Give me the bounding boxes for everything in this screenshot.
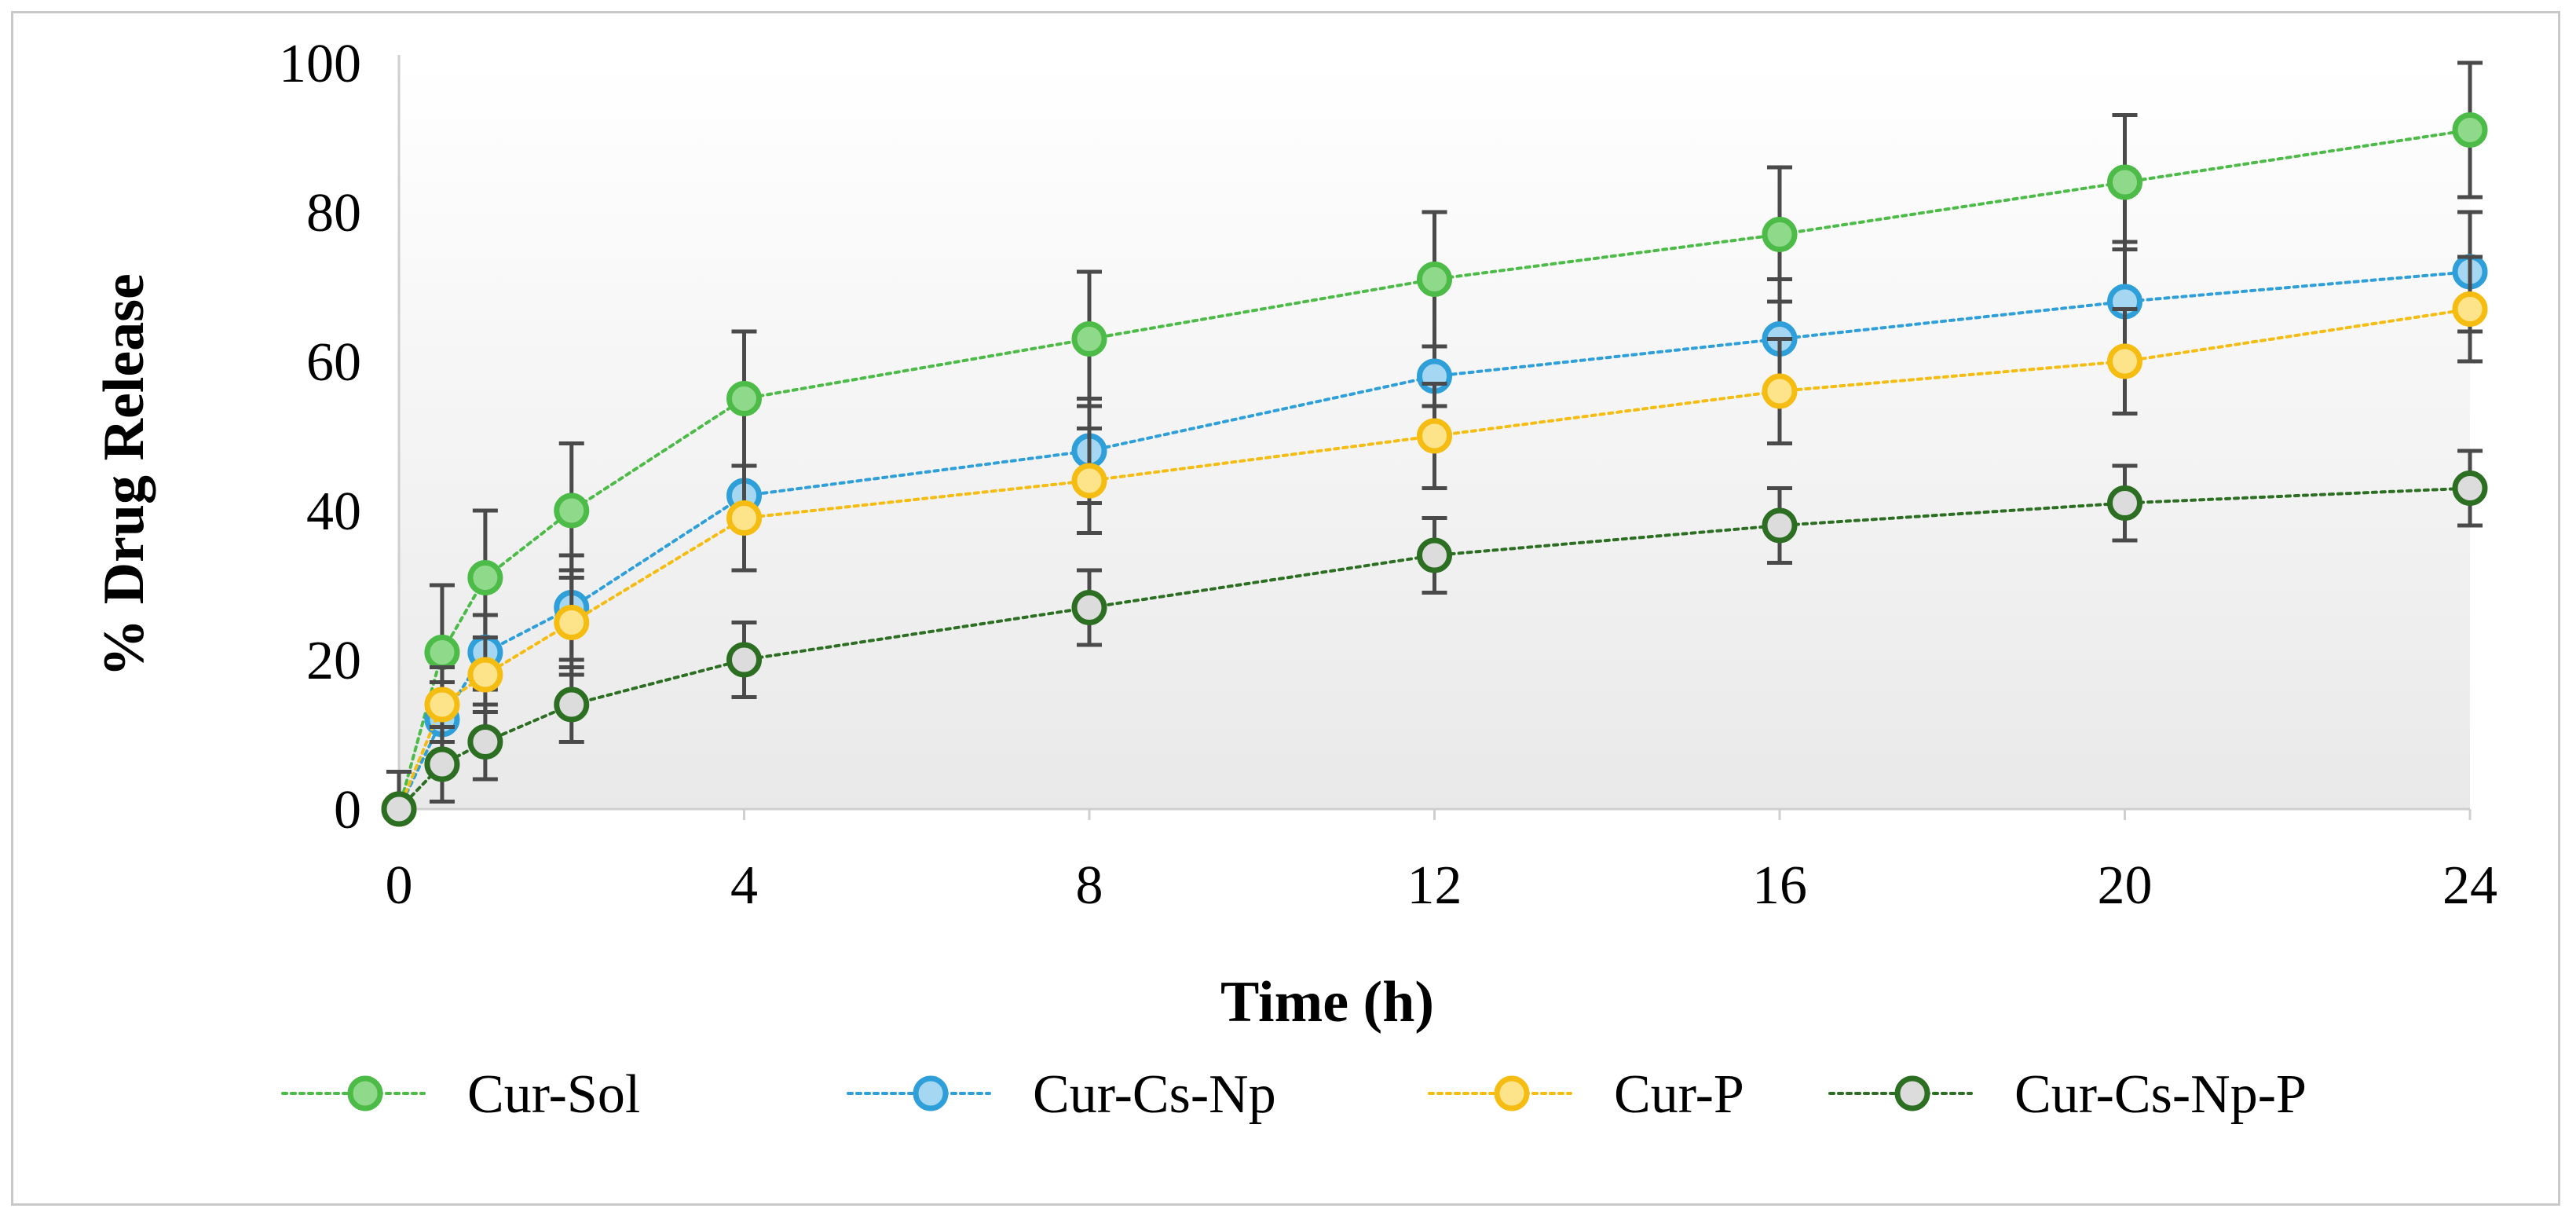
legend-item: Cur-Sol — [281, 1064, 640, 1125]
data-point — [2452, 471, 2488, 506]
legend-marker — [913, 1075, 949, 1111]
x-tick-label: 16 — [1752, 855, 1807, 916]
data-point — [1417, 262, 1452, 297]
series-layer — [381, 60, 2488, 827]
x-tick-label: 8 — [1076, 855, 1103, 916]
data-point — [1762, 507, 1798, 544]
data-point — [554, 687, 590, 723]
data-point — [1071, 590, 1107, 625]
series-line — [397, 486, 2472, 811]
y-tick-label: 20 — [306, 631, 361, 691]
y-tick-label: 80 — [306, 183, 361, 244]
x-tick-labels: 0 4 8 12 16 20 24 — [386, 855, 2498, 916]
y-tick-label: 60 — [306, 332, 361, 393]
data-point — [2452, 291, 2488, 327]
data-point — [424, 746, 460, 782]
data-point — [726, 642, 762, 678]
data-point — [1417, 418, 1452, 454]
data-point — [381, 791, 417, 827]
y-tick-label: 0 — [334, 780, 361, 840]
legend-marker — [347, 1075, 383, 1111]
legend-item: Cur-P — [1428, 1064, 1744, 1125]
y-tick-label: 100 — [279, 34, 361, 94]
y-axis-title: % Drug Release — [92, 273, 156, 677]
legend-marker — [1894, 1075, 1930, 1111]
x-tick-label: 12 — [1407, 855, 1462, 916]
y-tick-label: 40 — [306, 482, 361, 542]
legend-label: Cur-Cs-Np — [1033, 1064, 1276, 1125]
legend-label: Cur-P — [1614, 1064, 1744, 1125]
legend-item: Cur-Cs-Np — [847, 1064, 1276, 1125]
data-point — [554, 605, 590, 640]
legend-label: Cur-Cs-Np-P — [2014, 1064, 2307, 1125]
y-tick-labels: 0 20 40 60 80 100 — [279, 34, 361, 840]
data-point — [726, 500, 762, 536]
data-point — [1762, 373, 1798, 409]
data-point — [467, 724, 503, 760]
data-point — [1071, 321, 1107, 357]
series-line — [397, 270, 2472, 811]
data-point — [1417, 537, 1452, 573]
legend-item: Cur-Cs-Np-P — [1828, 1064, 2307, 1125]
axes — [397, 55, 2472, 820]
x-tick-label: 24 — [2442, 855, 2497, 916]
data-point — [1071, 463, 1107, 499]
x-axis-title: Time (h) — [1220, 970, 1434, 1034]
data-point — [424, 687, 460, 723]
data-point — [554, 492, 590, 529]
data-point — [2107, 343, 2142, 379]
data-point — [424, 635, 460, 670]
x-tick-label: 0 — [386, 855, 413, 916]
data-point — [2107, 485, 2142, 521]
data-point — [467, 657, 503, 693]
data-point — [2452, 112, 2488, 148]
series-cur-cs-np-p — [381, 449, 2488, 827]
legend-label: Cur-Sol — [467, 1064, 640, 1125]
data-point — [467, 560, 503, 595]
data-point — [726, 381, 762, 416]
x-tick-label: 4 — [730, 855, 758, 916]
legend-marker — [1494, 1075, 1530, 1111]
x-tick-label: 20 — [2098, 855, 2153, 916]
series-line — [397, 128, 2472, 811]
series-line — [397, 307, 2472, 811]
legend: Cur-Sol Cur-Cs-Np Cur-P Cur-Cs-Np-P — [281, 1064, 2307, 1125]
data-point — [1762, 217, 1798, 252]
data-point — [2107, 164, 2142, 200]
